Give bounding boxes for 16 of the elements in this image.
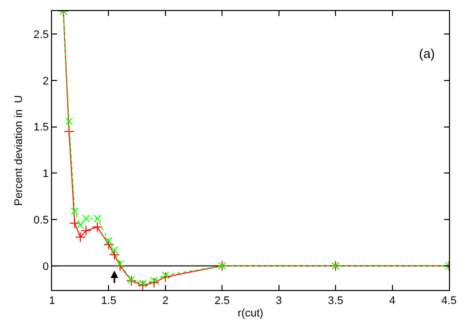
y-tick-label: 2 <box>42 75 49 88</box>
x-axis-title: r(cut) <box>238 307 264 320</box>
y-axis-title: Percent deviation in U <box>13 95 26 206</box>
x-tick-label: 1.5 <box>101 295 116 308</box>
y-tick-label: 2.5 <box>34 29 49 42</box>
y-tick-label: 1.5 <box>34 122 49 134</box>
x-tick-label: 2 <box>162 295 168 308</box>
y-tick-label: 0.5 <box>34 214 49 226</box>
x-tick-label: 4.5 <box>441 295 457 308</box>
x-tick-label: 4 <box>389 295 396 308</box>
y-tick-label: 1 <box>42 168 49 180</box>
x-tick-label: 2.5 <box>214 295 230 308</box>
y-tick-label: 0 <box>42 260 49 273</box>
x-tick-label: 3.5 <box>328 295 344 308</box>
annotation: (a) <box>419 46 435 61</box>
x-tick-label: 3 <box>276 295 282 308</box>
